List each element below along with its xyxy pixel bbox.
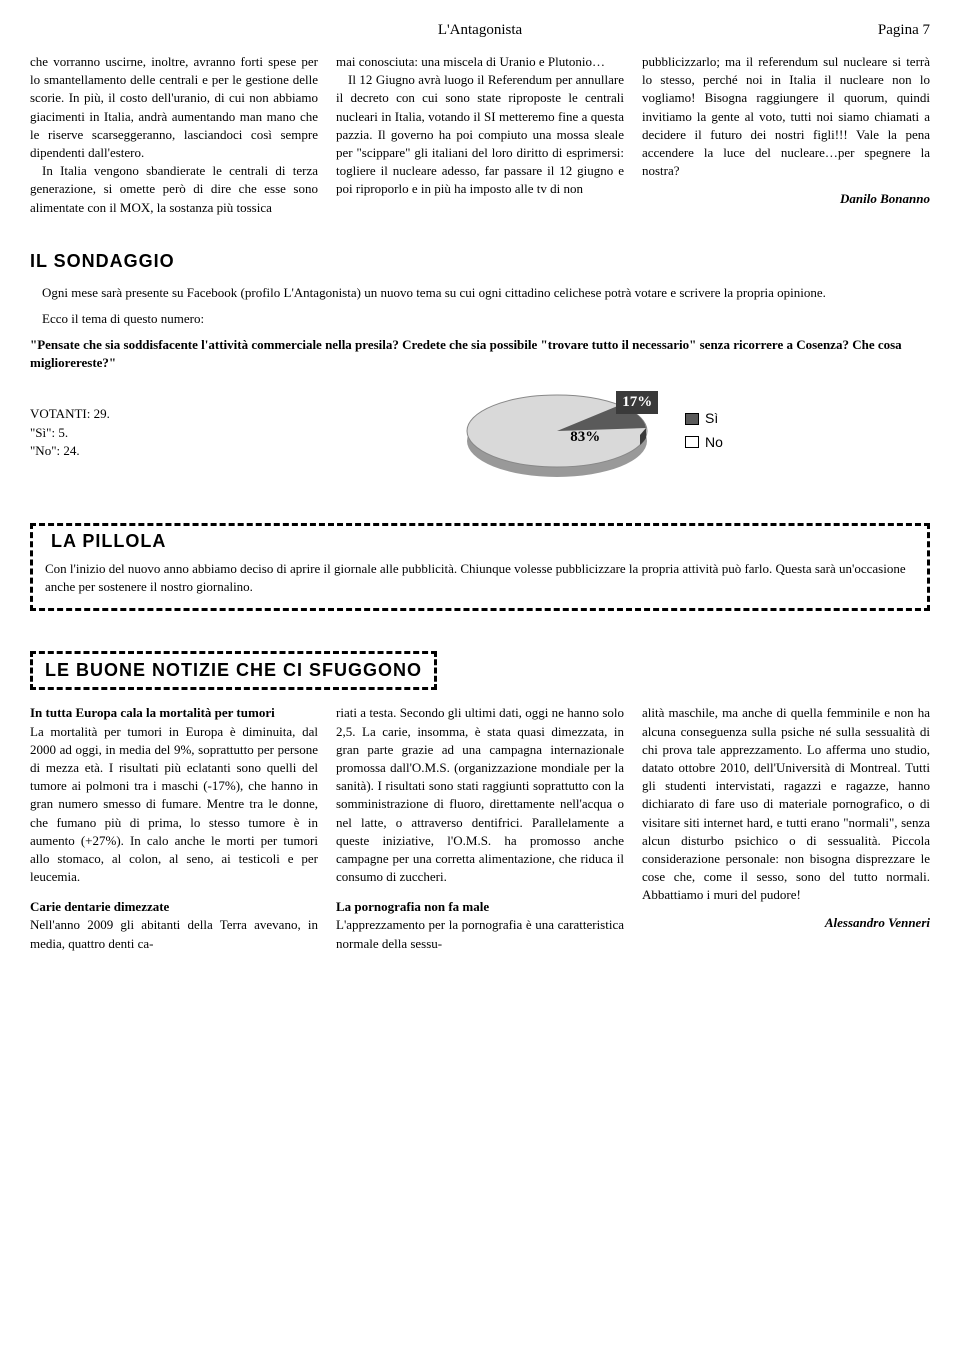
notizie-c1-p2: Nell'anno 2009 gli abitanti della Terra …	[30, 916, 318, 952]
notizie-c1-h1: In tutta Europa cala la mortalità per tu…	[30, 704, 318, 722]
notizie-author: Alessandro Venneri	[642, 914, 930, 932]
notizie-c2-p1: riati a testa. Secondo gli ultimi dati, …	[336, 704, 624, 886]
pillola-title: La Pillola	[45, 529, 172, 554]
pie-chart: 83% 17%	[447, 383, 667, 483]
sondaggio-title: Il sondaggio	[30, 249, 930, 274]
notizie-c2-h2: La pornografia non fa male	[336, 898, 624, 916]
article-col1-p2: In Italia vengono sbandierate le central…	[30, 162, 318, 217]
notizie-c2-p2: L'apprezzamento per la pornografia è una…	[336, 916, 624, 952]
pie-label-no: 83%	[570, 427, 600, 448]
article-col2-p2: Il 12 Giugno avrà luogo il Referendum pe…	[336, 71, 624, 198]
si-line: "Sì": 5.	[30, 424, 210, 442]
sondaggio-intro2: Ecco il tema di questo numero:	[30, 310, 930, 328]
legend-swatch-no	[685, 436, 699, 448]
pillola-box: La Pillola Con l'inizio del nuovo anno a…	[30, 523, 930, 612]
legend-label-si: Sì	[705, 409, 718, 429]
sondaggio-body: Ogni mese sarà presente su Facebook (pro…	[30, 284, 930, 373]
article-col3-p1: pubblicizzarlo; ma il referendum sul nuc…	[642, 53, 930, 180]
publication-title: L'Antagonista	[438, 20, 522, 41]
notizie-c1-h2: Carie dentarie dimezzate	[30, 898, 318, 916]
notizie-columns: In tutta Europa cala la mortalità per tu…	[30, 704, 930, 952]
article-col1-p1: che vorranno uscirne, inoltre, avranno f…	[30, 53, 318, 162]
pie-label-si: 17%	[616, 391, 658, 414]
votanti-line: VOTANTI: 29.	[30, 405, 210, 423]
sondaggio-intro: Ogni mese sarà presente su Facebook (pro…	[30, 284, 930, 302]
sondaggio-question: "Pensate che sia soddisfacente l'attivit…	[30, 336, 930, 372]
legend-swatch-si	[685, 413, 699, 425]
pillola-body: Con l'inizio del nuovo anno abbiamo deci…	[45, 560, 915, 596]
chart-legend: Sì No	[685, 409, 723, 456]
notizie-title: Le buone notizie che ci sfuggono	[30, 651, 437, 690]
notizie-c1-p1: La mortalità per tumori in Europa è dimi…	[30, 723, 318, 887]
article-top: che vorranno uscirne, inoltre, avranno f…	[30, 53, 930, 217]
sondaggio-votes: VOTANTI: 29. "Sì": 5. "No": 24.	[30, 405, 210, 460]
no-line: "No": 24.	[30, 442, 210, 460]
notizie-c3-p1: alità maschile, ma anche di quella femmi…	[642, 704, 930, 904]
page-number: Pagina 7	[878, 20, 930, 41]
article-author: Danilo Bonanno	[642, 190, 930, 208]
article-col2-p1: mai conosciuta: una miscela di Uranio e …	[336, 53, 624, 71]
legend-label-no: No	[705, 433, 723, 453]
